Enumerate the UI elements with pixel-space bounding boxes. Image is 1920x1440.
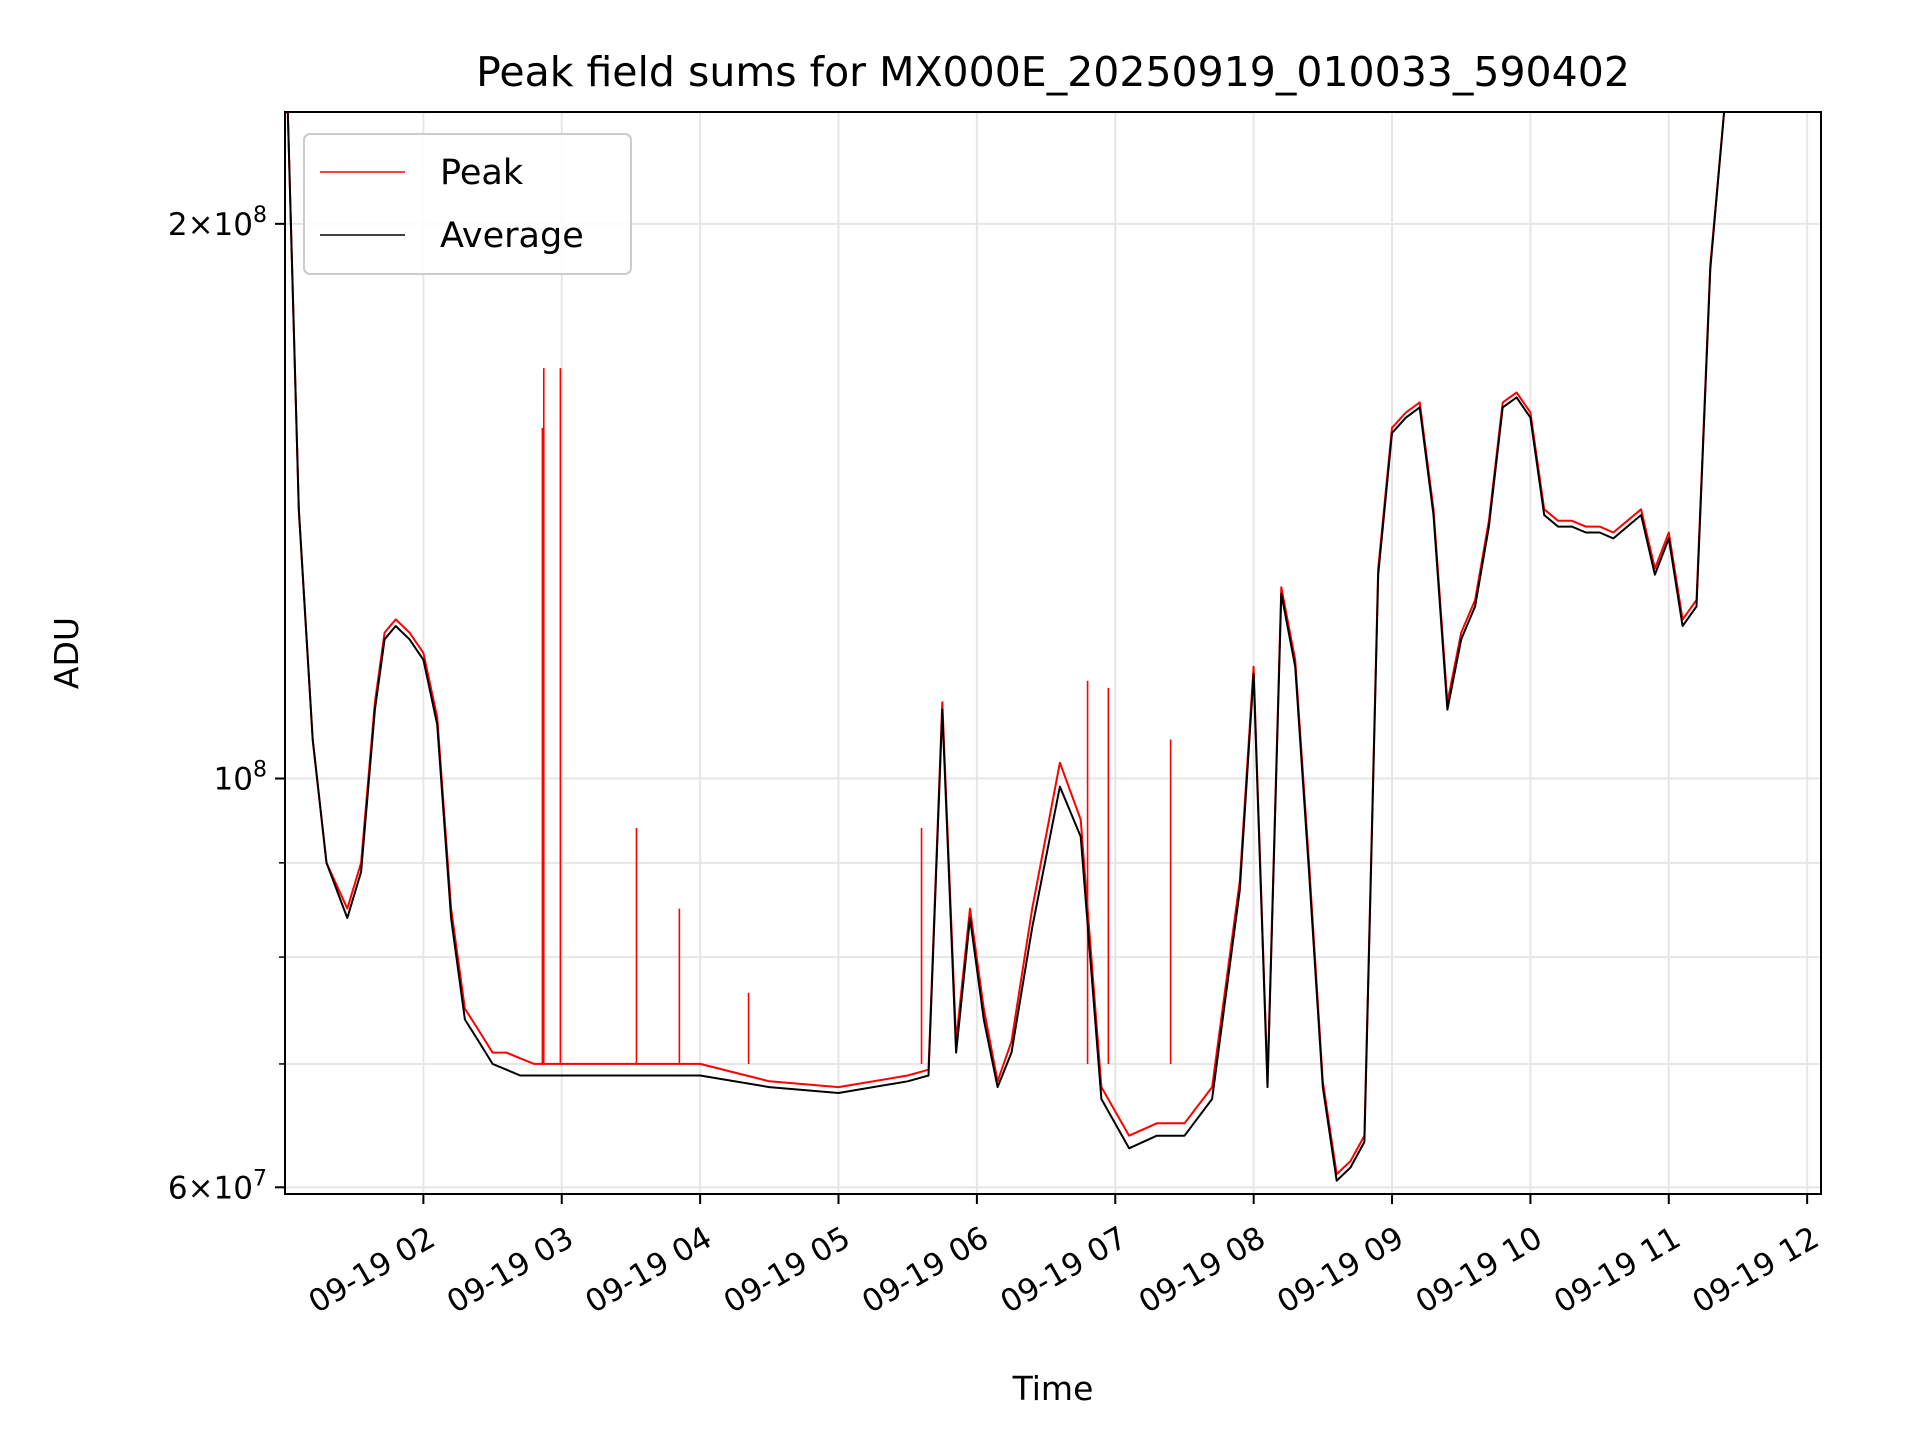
chart-title: Peak field sums for MX000E_20250919_0100…: [476, 48, 1630, 96]
y-axis: 2×108 108 6×107: [168, 203, 285, 1206]
plot-area-frame: [284, 111, 1822, 1195]
legend-label-average: Average: [440, 216, 584, 256]
legend-box: [303, 133, 632, 275]
y-tick-label: 2×108: [168, 203, 267, 243]
series-line-average: [286, 112, 1808, 1182]
legend-label-peak: Peak: [440, 153, 524, 193]
legend: Peak Average: [303, 133, 632, 275]
y-tick-label: 108: [214, 758, 267, 798]
y-axis-title: ADU: [47, 617, 86, 689]
series-layer: [286, 112, 1808, 1182]
y-tick-label: 6×107: [168, 1166, 267, 1206]
series-group: [286, 112, 1808, 1182]
x-axis-title: Time: [1012, 1369, 1094, 1408]
